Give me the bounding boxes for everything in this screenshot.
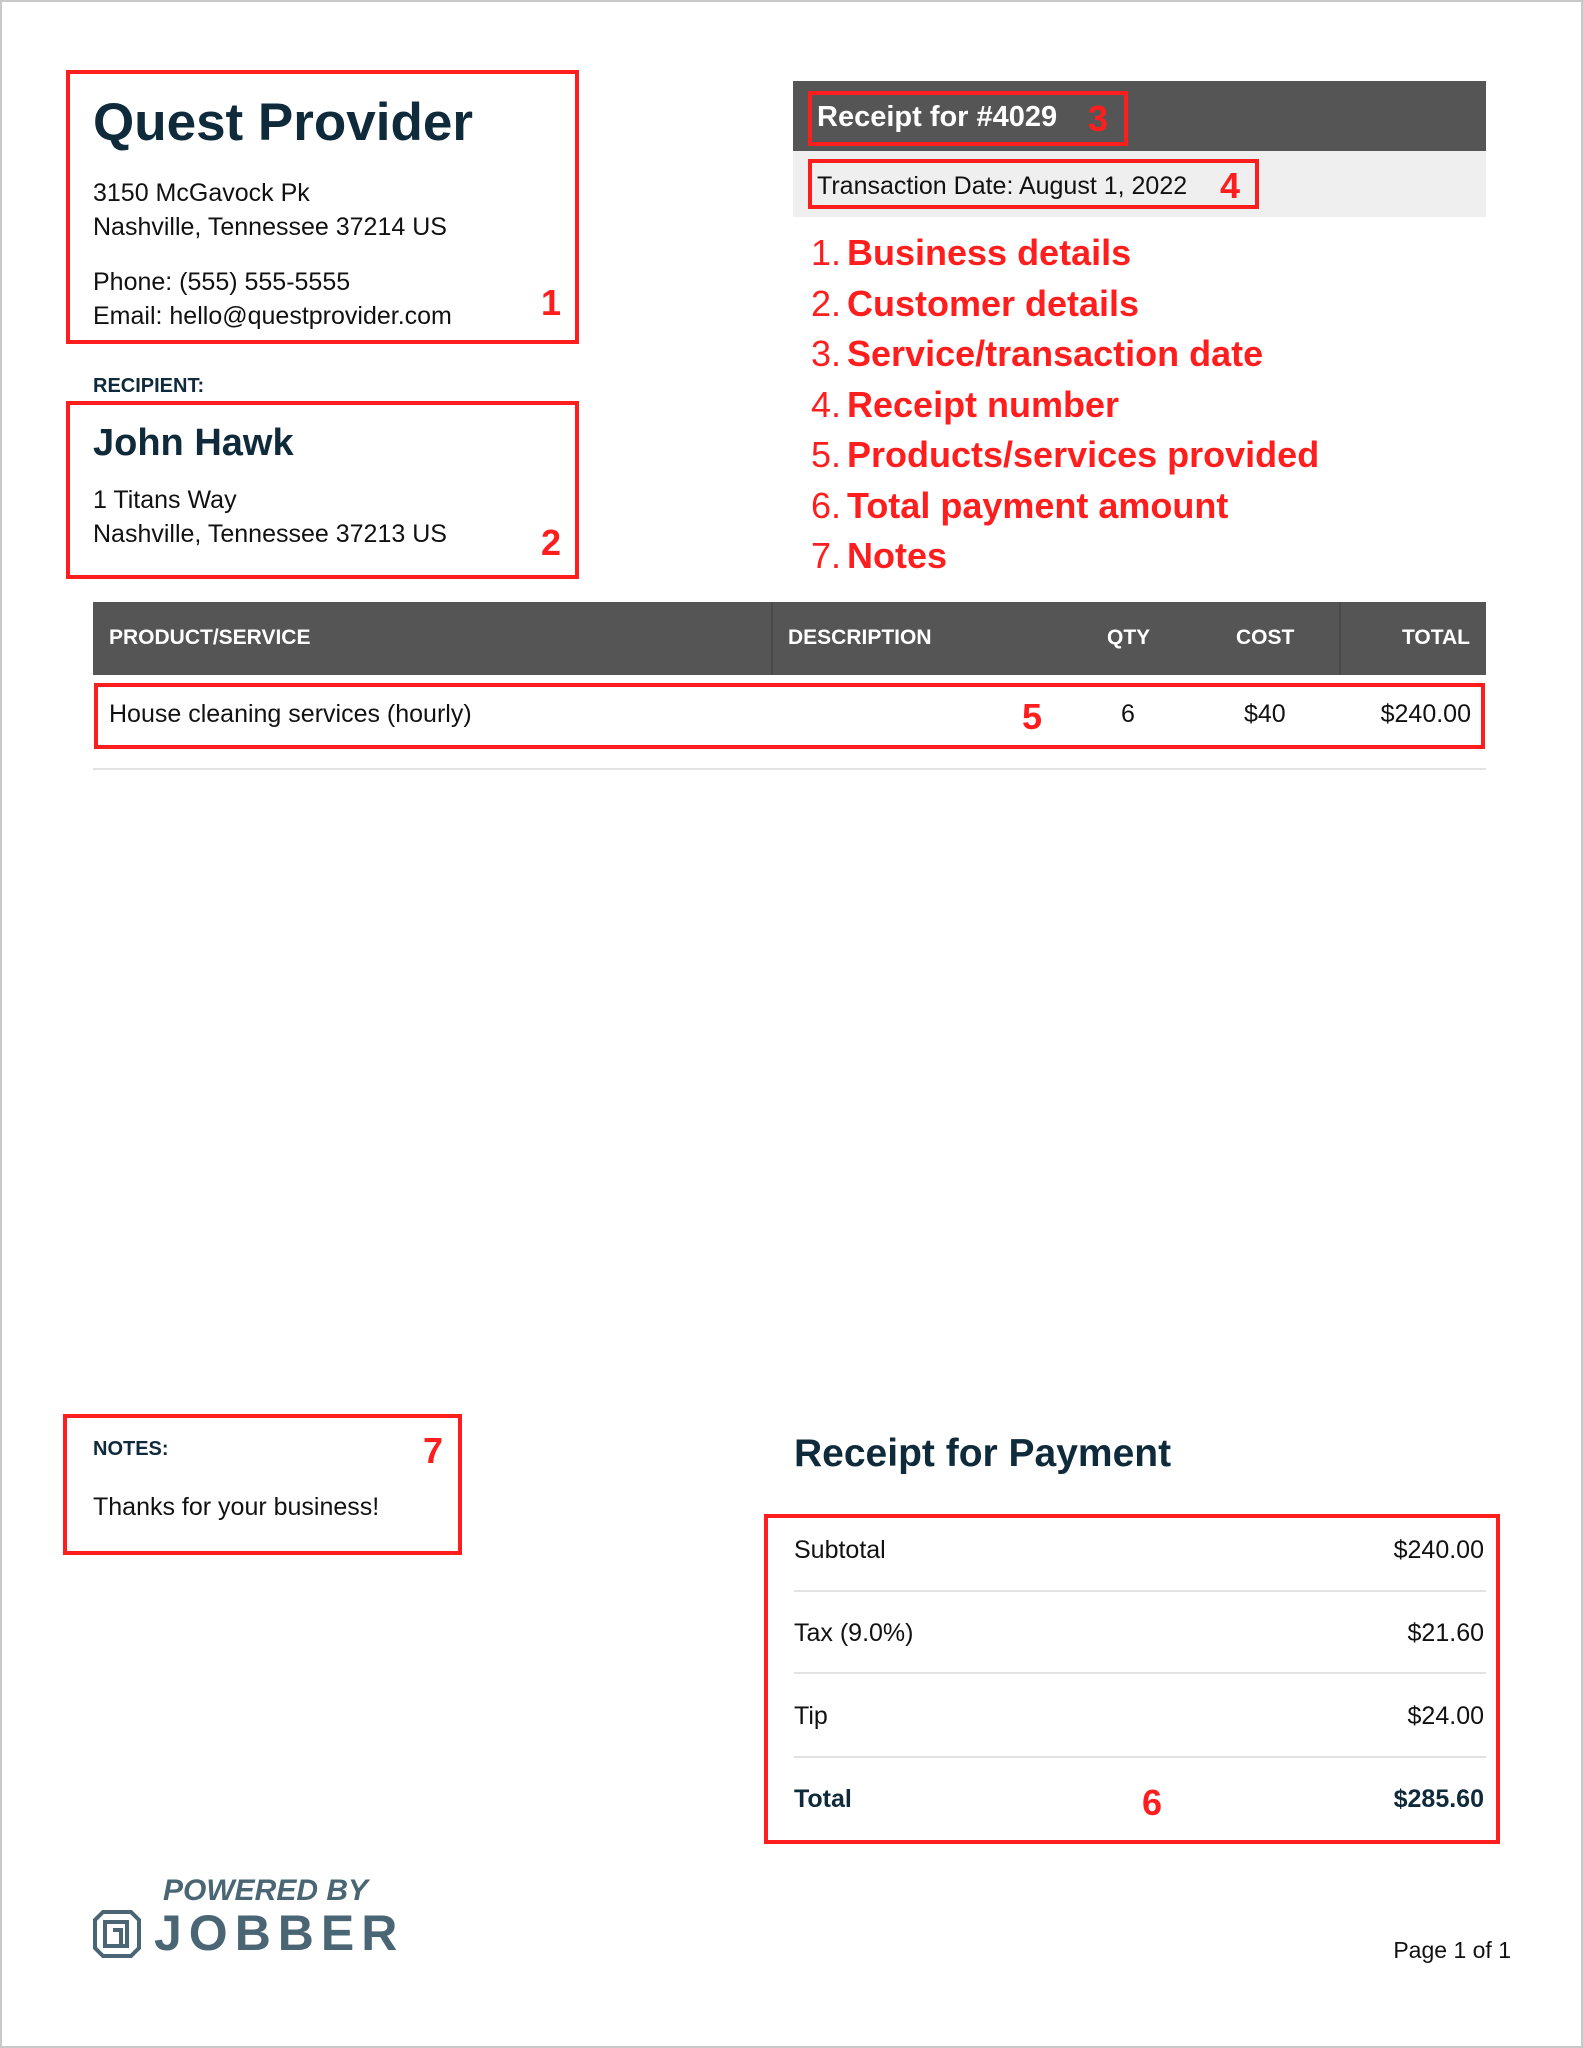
recipient-label: RECIPIENT:: [93, 375, 205, 397]
legend-number: 2.: [810, 282, 841, 324]
legend-number: 7.: [810, 535, 841, 576]
legend-label: Customer details: [847, 282, 1140, 324]
page-number: Page 1 of 1: [1393, 1937, 1511, 1963]
summary-label: Tax (9.0%): [794, 1619, 914, 1647]
annotation-box-date: [808, 159, 1259, 209]
legend-label: Receipt number: [847, 383, 1120, 425]
recipient-address: 1 Titans Way Nashville, Tennessee 37213 …: [93, 483, 447, 551]
legend-label: Notes: [847, 535, 948, 576]
annotation-box-total: [764, 1514, 1500, 1844]
col-divider: [771, 602, 773, 675]
summary-value: $240.00: [1393, 1536, 1484, 1564]
col-product: PRODUCT/SERVICE: [109, 626, 311, 649]
annotation-box-business: [66, 70, 579, 344]
summary-subtotal: Subtotal $240.00: [794, 1536, 1484, 1565]
legend-number: 5.: [810, 434, 841, 475]
powered-by-text: POWERED BY: [163, 1874, 369, 1907]
summary-divider: [794, 1590, 1486, 1592]
summary-tax: Tax (9.0%) $21.60: [794, 1619, 1484, 1648]
legend-label: Business details: [847, 232, 1132, 273]
legend-label: Products/services provided: [847, 434, 1320, 475]
cell-product: House cleaning services (hourly): [109, 700, 472, 728]
summary-value: $285.60: [1393, 1785, 1484, 1813]
summary-value: $24.00: [1407, 1702, 1484, 1730]
summary-label: Total: [794, 1785, 852, 1813]
legend-label: Total payment amount: [847, 484, 1229, 526]
summary-divider: [794, 1672, 1486, 1674]
legend-item: 2. Customer details: [805, 283, 1319, 334]
col-description: DESCRIPTION: [788, 626, 932, 649]
jobber-logo-icon: [93, 1910, 141, 1958]
notes-label: NOTES:: [93, 1438, 169, 1460]
marker-2: 2: [541, 522, 562, 563]
marker-7: 7: [423, 1430, 444, 1471]
business-contact: Phone: (555) 555-5555 Email: hello@quest…: [93, 265, 452, 333]
business-email: Email: hello@questprovider.com: [93, 302, 452, 330]
marker-3: 3: [1088, 98, 1109, 139]
legend-number: 4.: [810, 383, 841, 425]
address-line: 1 Titans Way: [93, 486, 237, 514]
legend-item: 1. Business details: [805, 232, 1319, 283]
marker-4: 4: [1220, 165, 1241, 206]
col-divider: [1339, 602, 1341, 675]
legend-item: 3. Service/transaction date: [805, 333, 1319, 384]
annotation-box-products: [94, 683, 1485, 749]
table-bottom-divider: [93, 768, 1486, 770]
marker-5: 5: [1022, 696, 1043, 737]
legend-label: Service/transaction date: [847, 333, 1264, 374]
summary-title: Receipt for Payment: [794, 1432, 1172, 1475]
summary-label: Tip: [794, 1702, 828, 1730]
annotation-legend: 1. Business details 2. Customer details 3.…: [805, 232, 1319, 586]
col-qty: QTY: [1107, 626, 1151, 649]
summary-label: Subtotal: [794, 1536, 886, 1564]
address-line: Nashville, Tennessee 37214 US: [93, 213, 447, 241]
legend-number: 6.: [810, 484, 841, 526]
notes-text: Thanks for your business!: [93, 1493, 380, 1521]
summary-tip: Tip $24.00: [794, 1702, 1484, 1731]
summary-total: Total $285.60: [794, 1785, 1484, 1814]
annotation-box-notes: [63, 1414, 462, 1555]
col-total: TOTAL: [1401, 626, 1470, 649]
cell-qty: 6: [1121, 700, 1135, 728]
receipt-title: Receipt for #4029: [817, 101, 1058, 133]
marker-6: 6: [1142, 1782, 1163, 1823]
annotation-box-receipt-number: [808, 91, 1128, 146]
legend-item: 6. Total payment amount: [805, 485, 1319, 536]
address-line: 3150 McGavock Pk: [93, 179, 310, 207]
address-line: Nashville, Tennessee 37213 US: [93, 520, 447, 548]
transaction-date: Transaction Date: August 1, 2022: [817, 172, 1188, 200]
jobber-brand: JOBBER: [154, 1905, 405, 1961]
cell-cost: $40: [1244, 700, 1286, 728]
summary-value: $21.60: [1407, 1619, 1484, 1647]
marker-1: 1: [541, 282, 562, 323]
legend-item: 5. Products/services provided: [805, 434, 1319, 485]
legend-item: 4. Receipt number: [805, 384, 1319, 435]
recipient-name: John Hawk: [93, 422, 294, 464]
business-address: 3150 McGavock Pk Nashville, Tennessee 37…: [93, 176, 447, 244]
cell-total: $240.00: [1380, 700, 1471, 728]
summary-divider: [794, 1756, 1486, 1758]
business-name: Quest Provider: [93, 93, 473, 152]
annotation-box-recipient: [66, 401, 579, 579]
table-header: PRODUCT/SERVICE DESCRIPTION QTY COST TOT…: [93, 602, 1486, 675]
legend-number: 1.: [810, 232, 841, 273]
legend-item: 7. Notes: [805, 535, 1319, 586]
col-cost: COST: [1236, 626, 1295, 649]
business-phone: Phone: (555) 555-5555: [93, 268, 351, 296]
legend-number: 3.: [810, 333, 841, 374]
